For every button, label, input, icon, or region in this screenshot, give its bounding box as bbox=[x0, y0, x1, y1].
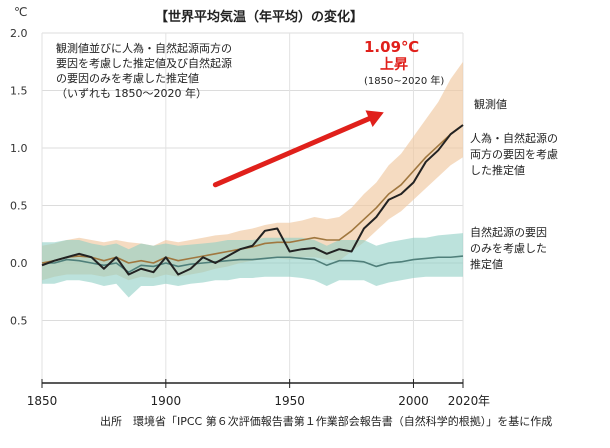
y-tick-label: 1.0 bbox=[10, 142, 28, 155]
legend: 観測値 人為・自然起源の 両方の要因を考慮 した推定値 自然起源の要因 のみを考… bbox=[470, 97, 558, 271]
legend-both-factors: 人為・自然起源の bbox=[470, 131, 558, 145]
chart-title: 【世界平均気温（年平均）の変化】 bbox=[155, 9, 363, 25]
subtitle-line: 要因を考慮した推定値及び自然起源 bbox=[56, 56, 232, 70]
y-tick-label: 0.5 bbox=[10, 315, 28, 328]
y-tick-label: 0.5 bbox=[10, 200, 28, 213]
legend-both-factors: 両方の要因を考慮 bbox=[470, 147, 558, 161]
x-tick-label: 1950 bbox=[274, 394, 305, 408]
legend-natural-only: 推定値 bbox=[470, 257, 503, 271]
x-tick-label: 1900 bbox=[151, 394, 182, 408]
legend-observed: 観測値 bbox=[474, 97, 507, 111]
x-tick-label: 1850 bbox=[27, 394, 58, 408]
y-tick-label: 1.5 bbox=[10, 85, 28, 98]
source-note: 出所 環境省「IPCC 第６次評価報告書第１作業部会報告書（自然科学的根拠）」を… bbox=[100, 414, 552, 428]
subtitle-line: （いずれも 1850～2020 年） bbox=[56, 86, 207, 100]
rise-label: 上昇 bbox=[380, 57, 408, 73]
rise-annotation: 1.09℃ 上昇 (1850~2020 年) bbox=[364, 38, 444, 87]
axes bbox=[41, 379, 464, 388]
rise-period-label: (1850~2020 年) bbox=[364, 74, 444, 87]
y-tick-label: 0.0 bbox=[10, 257, 28, 270]
y-unit-label: ℃ bbox=[14, 5, 27, 19]
x-tick-labels: 1850 1900 1950 2000 2020 bbox=[27, 394, 479, 408]
arrow-shaft bbox=[212, 116, 372, 188]
x-tick-label: 2020 bbox=[448, 394, 479, 408]
x-tick-label: 2000 bbox=[398, 394, 429, 408]
subtitle-line: の要因のみを考慮した推定値 bbox=[56, 71, 199, 85]
rise-value-label: 1.09℃ bbox=[364, 38, 419, 56]
chart-subtitle: 観測値並びに人為・自然起源両方の 要因を考慮した推定値及び自然起源 の要因のみを… bbox=[56, 41, 232, 100]
arrow-head bbox=[365, 110, 384, 127]
subtitle-line: 観測値並びに人為・自然起源両方の bbox=[56, 41, 232, 55]
legend-natural-only: 自然起源の要因 bbox=[470, 225, 547, 239]
legend-natural-only: のみを考慮した bbox=[470, 241, 547, 255]
legend-both-factors: した推定値 bbox=[470, 163, 525, 177]
series-lines bbox=[41, 124, 464, 276]
y-tick-label: 2.0 bbox=[10, 27, 28, 40]
y-tick-labels: 2.0 1.5 1.0 0.5 0.0 0.5 bbox=[10, 27, 28, 328]
rise-arrow bbox=[212, 110, 384, 188]
band-natural-only bbox=[42, 233, 463, 298]
x-unit-label: 年 bbox=[478, 394, 490, 408]
